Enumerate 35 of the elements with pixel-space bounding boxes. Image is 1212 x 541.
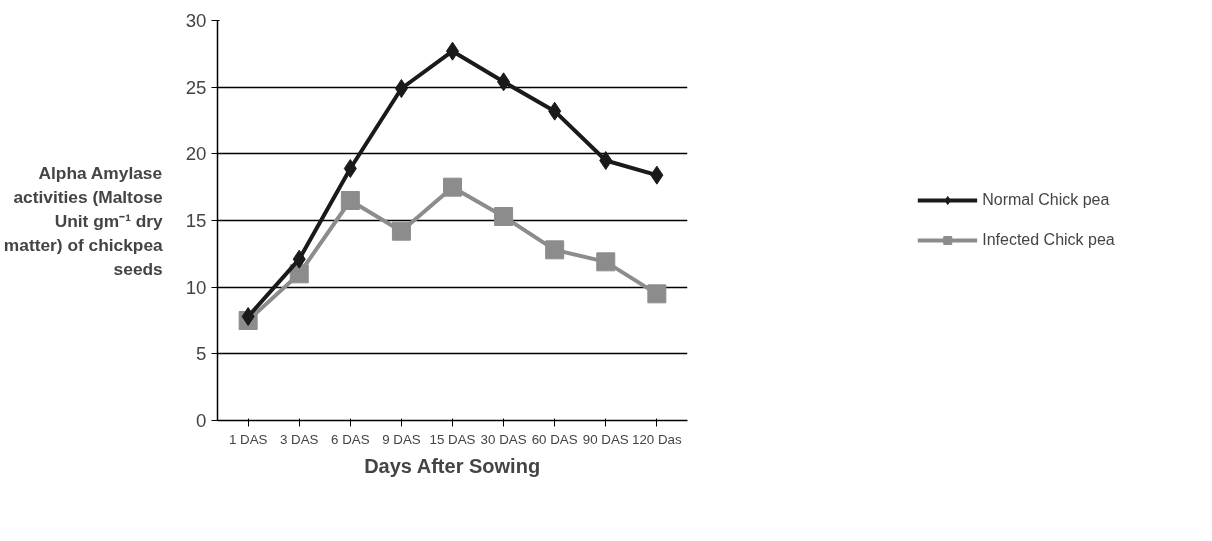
point xyxy=(394,79,408,98)
point xyxy=(494,207,514,226)
point xyxy=(340,191,360,210)
x-axis-title: Days After Sowing xyxy=(364,454,541,477)
x-tick-label: 1 DAS xyxy=(228,431,268,447)
y-tick-label: 10 xyxy=(185,276,207,298)
point xyxy=(650,165,664,185)
x-tick-label: 60 DAS xyxy=(531,431,578,447)
y-tick-label: 20 xyxy=(185,143,207,165)
legend-label: Normal Chick pea xyxy=(982,191,1110,209)
point xyxy=(548,101,562,121)
point xyxy=(497,72,511,92)
y-axis-title: Alpha Amylase activities (Maltose Unit gm⁻¹ dry matter) of chickpea seeds xyxy=(3,162,164,279)
y-tick-label: 5 xyxy=(196,343,207,365)
point xyxy=(391,221,411,241)
y-tick-label: 0 xyxy=(196,410,207,431)
x-tick-label: 6 DAS xyxy=(331,431,370,447)
point xyxy=(599,151,613,170)
y-tick-label: 30 xyxy=(185,10,207,31)
x-tick-label: 30 DAS xyxy=(480,431,527,447)
x-tick-label: 9 DAS xyxy=(382,431,421,447)
point xyxy=(596,252,616,272)
x-tick-label: 120 Das xyxy=(632,431,682,447)
y-tick-label: 15 xyxy=(185,210,207,231)
x-tick-label: 3 DAS xyxy=(279,431,319,447)
legend-label: Infected Chick pea xyxy=(982,231,1115,249)
x-tick-label: 15 DAS xyxy=(429,431,476,447)
point xyxy=(343,159,357,178)
y-tick-label: 25 xyxy=(185,76,207,98)
point xyxy=(647,284,667,304)
point xyxy=(545,240,565,260)
point xyxy=(292,249,306,269)
point xyxy=(443,177,462,197)
x-tick-label: 90 DAS xyxy=(582,431,629,447)
point xyxy=(241,307,255,326)
